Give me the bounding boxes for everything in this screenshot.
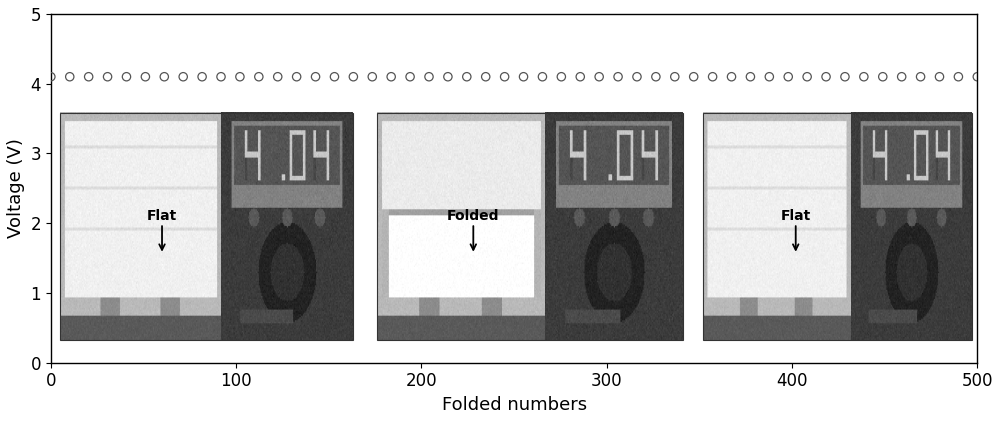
Point (326, 73, 342, 80)
Bar (60, 113, 353, 341)
Point (969, 73, 985, 80)
Point (308, 73, 324, 80)
Point (402, 73, 418, 80)
Point (553, 73, 569, 80)
Point (421, 73, 437, 80)
Point (478, 73, 494, 80)
Point (440, 73, 456, 80)
Point (345, 73, 361, 80)
Point (497, 73, 513, 80)
Point (667, 73, 683, 80)
Point (194, 73, 210, 80)
Point (780, 73, 796, 80)
Text: Folded: Folded (447, 209, 500, 250)
Point (591, 73, 607, 80)
Point (686, 73, 702, 80)
Point (62, 73, 78, 80)
Text: Flat: Flat (781, 209, 811, 250)
Point (100, 73, 116, 80)
Point (459, 73, 475, 80)
Point (156, 73, 172, 80)
Point (81, 73, 97, 80)
Point (629, 73, 645, 80)
Point (705, 73, 721, 80)
Point (742, 73, 758, 80)
Y-axis label: Voltage (V): Voltage (V) (7, 139, 25, 238)
Point (137, 73, 153, 80)
Point (364, 73, 380, 80)
Point (251, 73, 267, 80)
X-axis label: Folded numbers: Folded numbers (442, 396, 587, 414)
Point (118, 73, 134, 80)
Point (837, 73, 853, 80)
Point (572, 73, 588, 80)
Point (724, 73, 740, 80)
Point (516, 73, 532, 80)
Point (648, 73, 664, 80)
Point (43, 73, 59, 80)
Point (175, 73, 191, 80)
Point (270, 73, 286, 80)
Point (856, 73, 872, 80)
Bar (377, 113, 683, 341)
Point (875, 73, 891, 80)
Point (818, 73, 834, 80)
Point (289, 73, 305, 80)
Point (383, 73, 399, 80)
Point (761, 73, 777, 80)
Point (213, 73, 229, 80)
Point (931, 73, 947, 80)
Point (610, 73, 626, 80)
Point (950, 73, 966, 80)
Point (799, 73, 815, 80)
Bar (703, 113, 972, 341)
Point (894, 73, 910, 80)
Point (913, 73, 929, 80)
Point (534, 73, 550, 80)
Text: Flat: Flat (147, 209, 177, 250)
Point (232, 73, 248, 80)
